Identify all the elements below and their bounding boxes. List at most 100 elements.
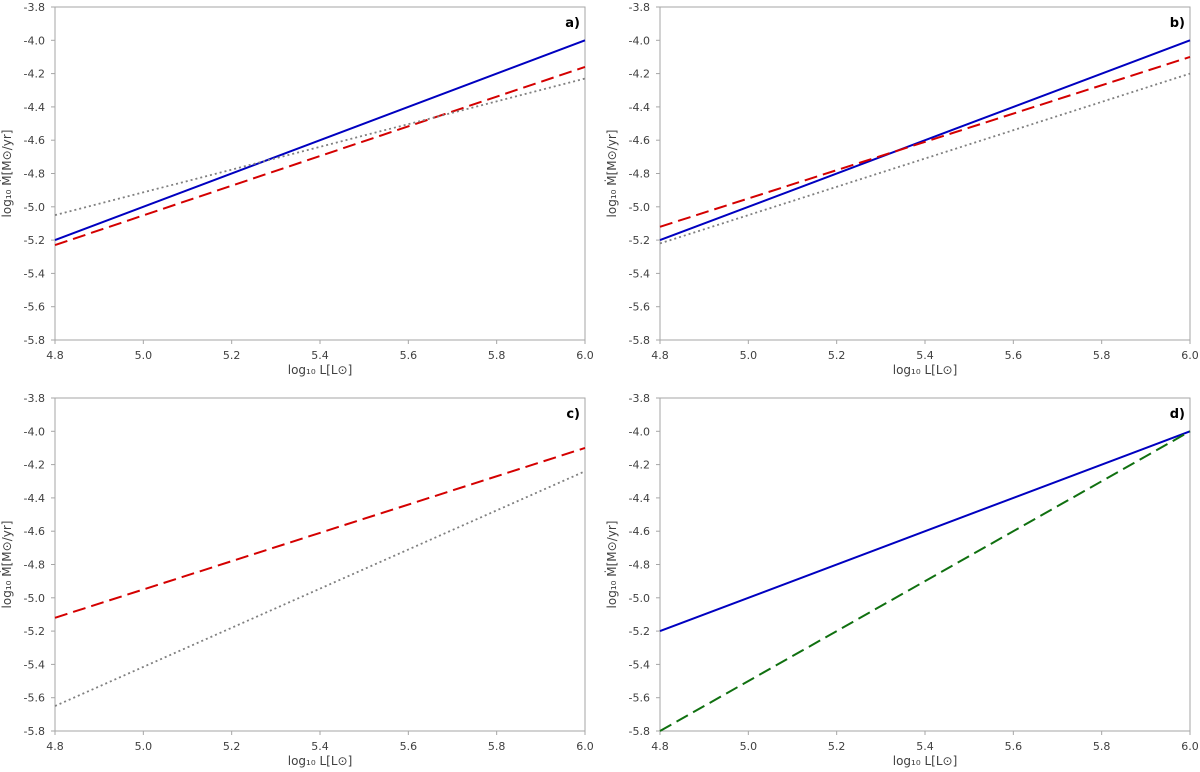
y-tick-label: -4.4: [24, 101, 45, 114]
y-tick-label: -4.0: [629, 425, 650, 438]
x-tick-label: 6.0: [1181, 740, 1199, 753]
x-tick-label: 6.0: [1181, 349, 1199, 362]
x-tick-label: 6.0: [576, 349, 594, 362]
y-tick-label: -4.8: [24, 168, 45, 181]
y-tick-label: -5.0: [24, 201, 45, 214]
x-tick-label: 5.8: [488, 349, 506, 362]
y-tick-label: -5.0: [629, 201, 650, 214]
y-tick-label: -4.6: [24, 525, 45, 538]
y-axis-label: log₁₀ Ṁ[M⊙/yr]: [0, 521, 14, 609]
y-tick-label: -5.0: [24, 592, 45, 605]
x-tick-label: 5.2: [223, 740, 241, 753]
panel-label: a): [565, 16, 580, 31]
y-tick-label: -3.8: [24, 392, 45, 405]
series-line-dashed-green: [659, 430, 1191, 732]
y-tick-label: -4.0: [24, 34, 45, 47]
y-tick-label: -4.8: [24, 559, 45, 572]
x-tick-label: 5.4: [916, 740, 934, 753]
x-tick-label: 5.2: [223, 349, 241, 362]
y-tick-label: -5.0: [629, 592, 650, 605]
series-line-solid-blue: [54, 39, 586, 242]
plot-frame: [659, 397, 1191, 732]
panel-c: 4.8 5.0 5.2 5.4 5.6 5.8 6.0 -3.8 -4.0 -4.2 -4.4 -4.…: [0, 392, 594, 768]
y-tick-label: -4.0: [24, 425, 45, 438]
x-tick-label: 5.8: [1093, 349, 1111, 362]
x-tick-label: 5.0: [740, 349, 758, 362]
y-tick-label: -5.6: [629, 692, 650, 705]
x-tick-label: 4.8: [651, 740, 669, 753]
y-tick-label: -5.2: [24, 234, 45, 247]
x-axis-label: log₁₀ L[L⊙]: [288, 754, 353, 768]
y-tick-label: -4.4: [629, 492, 650, 505]
panel-b: 4.8 5.0 5.2 5.4 5.6 5.8 6.0 -3.8 -4.0 -4.2 -4.4 -4.…: [604, 1, 1199, 377]
x-tick-label: 5.4: [311, 740, 329, 753]
series-line-dotted-grey: [54, 470, 586, 707]
x-tick-label: 5.0: [740, 740, 758, 753]
x-tick-label: 5.8: [488, 740, 506, 753]
y-axis-label: log₁₀ Ṁ[M⊙/yr]: [0, 130, 14, 218]
y-tick-label: -5.8: [24, 334, 45, 347]
series-line-dotted-grey: [659, 72, 1191, 245]
x-tick-label: 5.6: [1005, 740, 1023, 753]
x-tick-label: 5.6: [400, 349, 418, 362]
x-axis-label: log₁₀ L[L⊙]: [893, 754, 958, 768]
x-tick-label: 4.8: [651, 349, 669, 362]
x-tick-label: 5.2: [828, 740, 846, 753]
series-line-dashed-red: [659, 55, 1191, 228]
y-tick-label: -4.2: [24, 459, 45, 472]
y-tick-label: -5.6: [629, 301, 650, 314]
x-tick-label: 5.0: [135, 349, 153, 362]
y-tick-label: -5.4: [24, 267, 45, 280]
series-line-solid-blue: [659, 39, 1191, 242]
y-tick-label: -5.8: [629, 334, 650, 347]
plot-frame: [54, 6, 586, 341]
x-tick-label: 5.6: [1005, 349, 1023, 362]
y-tick-label: -3.8: [629, 1, 650, 14]
x-tick-label: 6.0: [576, 740, 594, 753]
x-tick-label: 5.6: [400, 740, 418, 753]
series-line-dashed-red: [54, 446, 586, 619]
y-axis-label: log₁₀ Ṁ[M⊙/yr]: [604, 521, 619, 609]
y-tick-label: -5.2: [24, 625, 45, 638]
y-tick-label: -4.6: [629, 134, 650, 147]
y-tick-label: -5.8: [24, 725, 45, 738]
y-tick-label: -5.2: [629, 234, 650, 247]
plot-frame: [659, 6, 1191, 341]
x-axis-label: log₁₀ L[L⊙]: [288, 363, 353, 377]
y-tick-label: -4.6: [629, 525, 650, 538]
y-tick-label: -3.8: [629, 392, 650, 405]
y-tick-label: -4.8: [629, 168, 650, 181]
x-tick-label: 5.2: [828, 349, 846, 362]
series-line-dashed-red: [54, 65, 586, 247]
y-tick-label: -4.2: [24, 68, 45, 81]
plot-frame: [54, 397, 586, 732]
panel-label: b): [1170, 16, 1185, 31]
y-tick-label: -5.8: [629, 725, 650, 738]
y-tick-label: -5.6: [24, 301, 45, 314]
x-tick-label: 5.0: [135, 740, 153, 753]
y-tick-label: -5.4: [629, 267, 650, 280]
y-tick-label: -5.4: [629, 658, 650, 671]
series-line-dotted-grey: [54, 77, 586, 216]
y-tick-label: -5.2: [629, 625, 650, 638]
x-tick-label: 5.4: [916, 349, 934, 362]
y-tick-label: -4.4: [629, 101, 650, 114]
panel-a: 4.8 5.0 5.2 5.4 5.6 5.8 6.0 -3.8 -4.0 -4.2 -4.4 -4.…: [0, 1, 594, 377]
y-tick-label: -5.4: [24, 658, 45, 671]
y-axis-label: log₁₀ Ṁ[M⊙/yr]: [604, 130, 619, 218]
y-tick-label: -4.2: [629, 459, 650, 472]
panel-label: d): [1170, 407, 1185, 422]
x-tick-label: 4.8: [46, 349, 64, 362]
x-tick-label: 5.4: [311, 349, 329, 362]
y-tick-label: -4.4: [24, 492, 45, 505]
y-tick-label: -5.6: [24, 692, 45, 705]
y-tick-label: -4.0: [629, 34, 650, 47]
panel-label: c): [566, 407, 580, 422]
y-tick-label: -4.2: [629, 68, 650, 81]
series-line-solid-blue: [659, 430, 1191, 633]
y-tick-label: -3.8: [24, 1, 45, 14]
panel-d: 4.8 5.0 5.2 5.4 5.6 5.8 6.0 -3.8 -4.0 -4.2 -4.4 -4.…: [604, 392, 1199, 768]
x-tick-label: 5.8: [1093, 740, 1111, 753]
x-tick-label: 4.8: [46, 740, 64, 753]
